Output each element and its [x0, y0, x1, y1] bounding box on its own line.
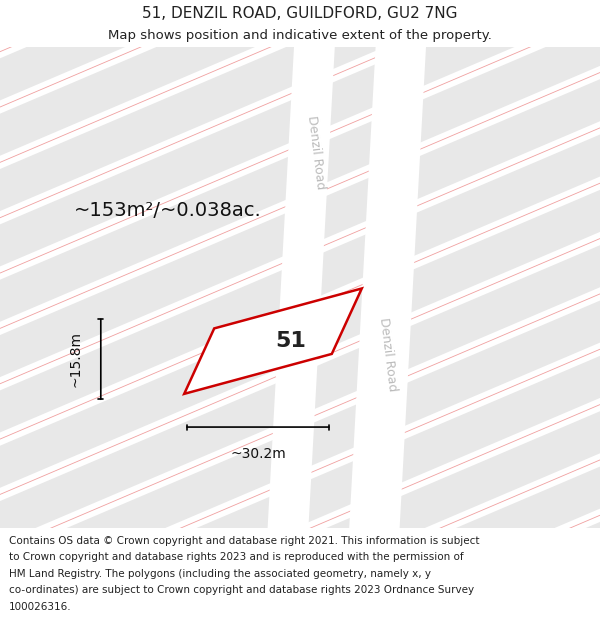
Polygon shape	[0, 0, 600, 232]
Text: ~15.8m: ~15.8m	[68, 331, 83, 388]
Text: Map shows position and indicative extent of the property.: Map shows position and indicative extent…	[108, 29, 492, 42]
Polygon shape	[0, 58, 600, 509]
Polygon shape	[268, 47, 335, 528]
Text: ~30.2m: ~30.2m	[230, 446, 286, 461]
Polygon shape	[0, 0, 600, 288]
Text: co-ordinates) are subject to Crown copyright and database rights 2023 Ordnance S: co-ordinates) are subject to Crown copyr…	[9, 585, 474, 595]
Polygon shape	[0, 0, 600, 11]
Polygon shape	[0, 0, 600, 177]
Text: 51: 51	[275, 331, 307, 351]
Polygon shape	[0, 334, 600, 625]
Polygon shape	[0, 0, 600, 399]
Text: 100026316.: 100026316.	[9, 602, 71, 612]
Polygon shape	[0, 0, 600, 343]
Polygon shape	[0, 168, 600, 620]
Text: HM Land Registry. The polygons (including the associated geometry, namely x, y: HM Land Registry. The polygons (includin…	[9, 569, 431, 579]
Polygon shape	[184, 289, 362, 394]
Polygon shape	[349, 47, 426, 528]
Polygon shape	[0, 0, 600, 122]
Text: to Crown copyright and database rights 2023 and is reproduced with the permissio: to Crown copyright and database rights 2…	[9, 552, 464, 562]
Polygon shape	[0, 224, 600, 625]
Text: Contains OS data © Crown copyright and database right 2021. This information is : Contains OS data © Crown copyright and d…	[9, 536, 479, 546]
Polygon shape	[0, 390, 600, 625]
Polygon shape	[0, 611, 600, 625]
Polygon shape	[0, 445, 600, 625]
Text: ~153m²/~0.038ac.: ~153m²/~0.038ac.	[74, 201, 262, 220]
Polygon shape	[0, 0, 600, 66]
Text: Denzil Road: Denzil Road	[305, 115, 326, 191]
Polygon shape	[0, 556, 600, 625]
Text: 51, DENZIL ROAD, GUILDFORD, GU2 7NG: 51, DENZIL ROAD, GUILDFORD, GU2 7NG	[142, 6, 458, 21]
Polygon shape	[0, 501, 600, 625]
Polygon shape	[0, 2, 600, 454]
Text: Denzil Road: Denzil Road	[377, 317, 399, 392]
Polygon shape	[0, 279, 600, 625]
Polygon shape	[0, 113, 600, 564]
